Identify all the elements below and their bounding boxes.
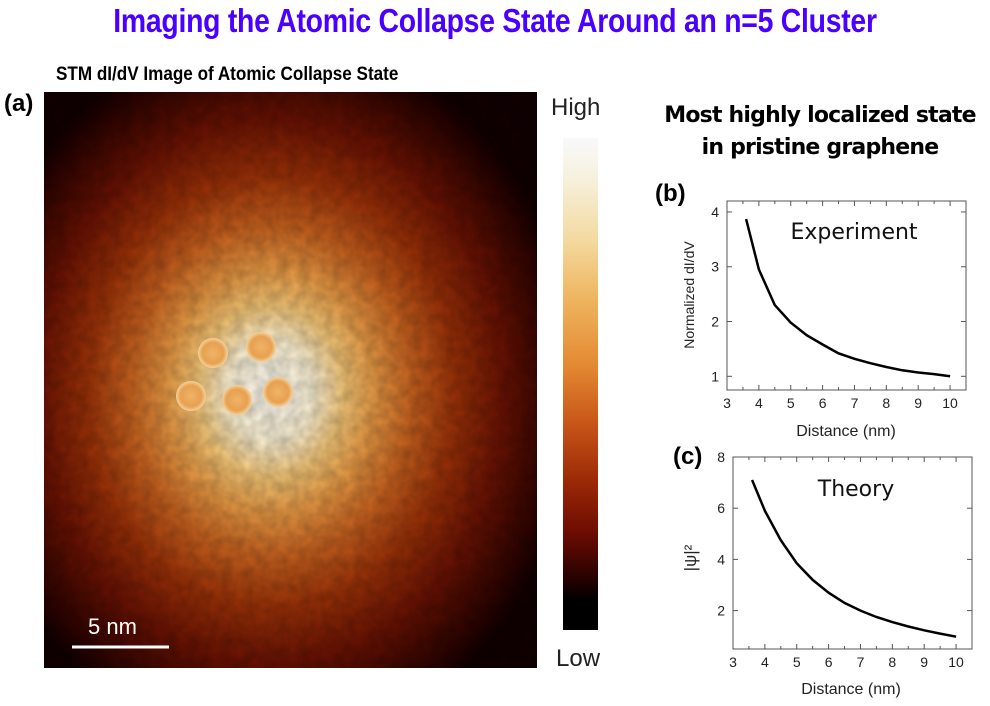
stm-image-subtitle: STM dI/dV Image of Atomic Collapse State bbox=[56, 64, 399, 85]
b-xlabel: Distance (nm) bbox=[796, 423, 896, 440]
svg-text:7: 7 bbox=[851, 395, 859, 411]
stm-didv-image bbox=[44, 92, 537, 668]
page-title: Imaging the Atomic Collapse State Around… bbox=[113, 2, 877, 39]
c-xlabel: Distance (nm) bbox=[801, 681, 901, 698]
panel-a-label: (a) bbox=[4, 90, 34, 117]
side-heading-line1: Most highly localized state bbox=[664, 103, 976, 128]
svg-text:4: 4 bbox=[761, 654, 769, 670]
side-heading-line2: in pristine graphene bbox=[701, 135, 940, 160]
svg-text:6: 6 bbox=[825, 654, 833, 670]
experiment-annotation: Experiment bbox=[790, 220, 917, 245]
svg-text:8: 8 bbox=[717, 449, 725, 465]
svg-text:1: 1 bbox=[711, 368, 719, 384]
svg-text:2: 2 bbox=[717, 603, 725, 619]
svg-text:2: 2 bbox=[711, 314, 719, 330]
scale-bar-label: 5 nm bbox=[88, 614, 137, 639]
svg-text:9: 9 bbox=[914, 395, 922, 411]
svg-text:6: 6 bbox=[819, 395, 827, 411]
svg-text:5: 5 bbox=[793, 654, 801, 670]
svg-text:10: 10 bbox=[948, 654, 964, 670]
svg-text:7: 7 bbox=[857, 654, 865, 670]
theory-annotation: Theory bbox=[817, 477, 894, 502]
c-ylabel: |ψ|² bbox=[681, 544, 700, 571]
colorbar-low-label: Low bbox=[556, 645, 601, 672]
panel-c-label: (c) bbox=[673, 443, 703, 470]
experiment-chart: 3 4 5 6 7 8 9 10 1 2 3 4 Experiment Distance (nm) N… bbox=[681, 200, 967, 440]
svg-text:4: 4 bbox=[755, 395, 763, 411]
svg-text:3: 3 bbox=[711, 259, 719, 275]
svg-text:5: 5 bbox=[787, 395, 795, 411]
svg-text:3: 3 bbox=[729, 654, 737, 670]
colorbar-high-label: High bbox=[551, 94, 601, 121]
colorbar bbox=[563, 138, 598, 630]
cluster-atoms bbox=[176, 332, 293, 415]
panel-b-label: (b) bbox=[655, 180, 686, 207]
theory-chart: 3 4 5 6 7 8 9 10 2 4 6 8 Theory Distance (nm) |ψ|² bbox=[681, 449, 973, 698]
svg-text:10: 10 bbox=[942, 395, 958, 411]
b-ylabel: Normalized dI/dV bbox=[681, 241, 697, 349]
side-heading: Most highly localized state in pristine … bbox=[650, 100, 990, 164]
svg-text:8: 8 bbox=[888, 654, 896, 670]
svg-text:9: 9 bbox=[920, 654, 928, 670]
svg-text:4: 4 bbox=[711, 204, 719, 220]
svg-text:3: 3 bbox=[723, 395, 731, 411]
svg-text:8: 8 bbox=[882, 395, 890, 411]
svg-text:6: 6 bbox=[717, 500, 725, 516]
svg-text:4: 4 bbox=[717, 551, 725, 567]
